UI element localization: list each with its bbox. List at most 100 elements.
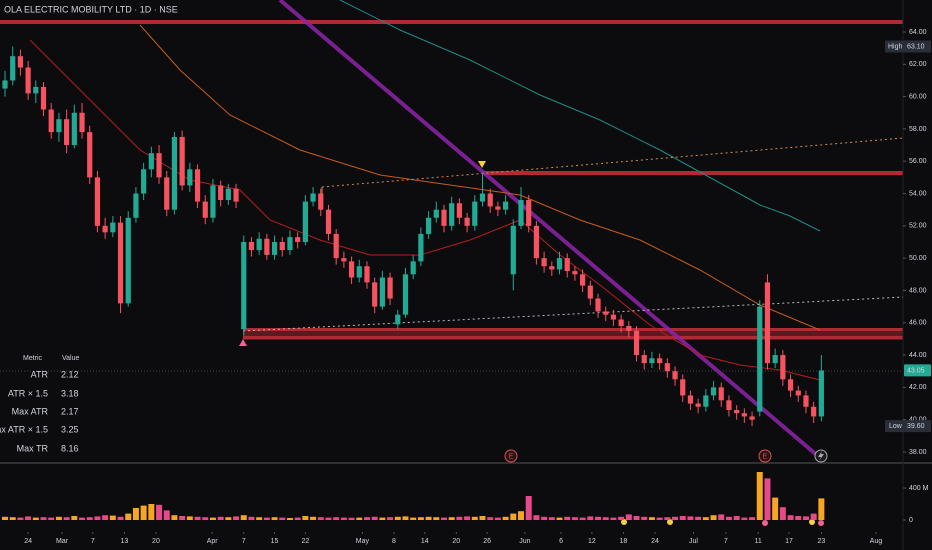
candle-body [94,177,101,226]
candle-body [110,222,116,233]
volume-bar [702,517,709,520]
candle-body [372,282,378,307]
metric-name: Max ATR [12,406,49,416]
candle-body [695,403,701,407]
volume-bar [641,516,648,520]
candle-body [225,188,231,200]
metric-name: Max ATR × 1.5 [0,424,48,434]
candle-body [811,406,817,417]
earnings-icon[interactable] [758,449,772,463]
volume-bar [294,517,301,520]
swing-marker [478,161,486,168]
dividend-marker[interactable] [818,520,824,526]
x-tick-label: 20 [152,538,160,545]
volume-bar [202,517,209,520]
candle-body [526,199,532,226]
support-line [243,328,903,331]
candle-body [456,203,462,218]
candle-body [603,311,609,315]
channel-line [321,137,904,188]
candle-body [680,379,686,396]
candle-body [595,298,601,312]
y-tick-label: 48.00 [909,287,927,294]
candle-body [741,413,747,417]
volume-bar [356,517,363,520]
candle-body [102,225,108,233]
x-tick-label: 6 [559,538,563,545]
volume-bar [571,517,578,520]
x-tick-label: 7 [242,538,246,545]
candle-body [610,314,617,320]
dividend-marker[interactable] [667,519,673,525]
candle-body [256,238,262,251]
y-tick-label: 62.00 [909,61,927,68]
volume-bar [194,516,201,520]
dividend-marker[interactable] [762,520,768,526]
candle-body [287,237,293,251]
candle-body [441,209,447,226]
candle-body [772,355,778,364]
x-tick-label: 13 [120,538,128,545]
candle-body [649,358,655,364]
x-tick-label: Apr [207,538,219,545]
candle-body [56,119,62,133]
candle-body [472,201,478,226]
x-tick-label: Jun [519,538,530,545]
volume-bar [48,517,55,520]
metric-name: ATR [31,369,49,379]
candle-body [734,409,740,414]
candle-body [587,285,593,299]
volume-bar [633,516,640,520]
moving-average [139,24,821,331]
earnings-icon[interactable] [504,449,518,463]
last-price-text: 43.05 [907,367,925,374]
candle-body [295,237,301,242]
candle-body [33,86,39,94]
candle-body [410,261,416,275]
candle-body [395,314,401,325]
candle-body [17,56,24,68]
candle-body [780,355,786,380]
candle-body [117,222,124,304]
candle-body [572,271,578,275]
candle-body [764,282,771,364]
dividend-marker[interactable] [621,519,627,525]
metric-value: 3.25 [61,424,79,434]
volume-bar [132,508,139,520]
candle-body [495,206,501,210]
volume-bar [387,517,394,520]
candle-body [379,277,385,307]
candle-body [464,217,470,226]
volume-bar [79,517,86,520]
volume-bar [109,515,116,520]
candle-body [449,203,455,226]
volume-bar [664,517,671,520]
volume-bar [510,513,517,520]
x-tick-label: 20 [452,538,460,545]
y-tick-label: 50.00 [909,255,927,262]
dividend-marker[interactable] [809,519,815,525]
x-tick-label: 24 [651,538,659,545]
candle-body [133,193,139,218]
volume-bar [140,505,147,520]
volume-bar [533,515,540,520]
candle-body [749,416,755,420]
low-label-text: Low [889,423,903,430]
volume-bar [579,517,586,520]
x-tick-label: 17 [785,538,793,545]
candle-body [364,266,370,283]
channel-line [242,296,904,332]
candle-body [264,238,270,255]
volume-bar [348,517,355,520]
volume-bar [564,516,571,520]
volume-bar [186,516,193,520]
x-tick-label: 14 [421,538,429,545]
candle-body [433,209,439,218]
candle-body [487,193,493,207]
candle-body [248,241,255,251]
volume-bar [17,517,24,520]
